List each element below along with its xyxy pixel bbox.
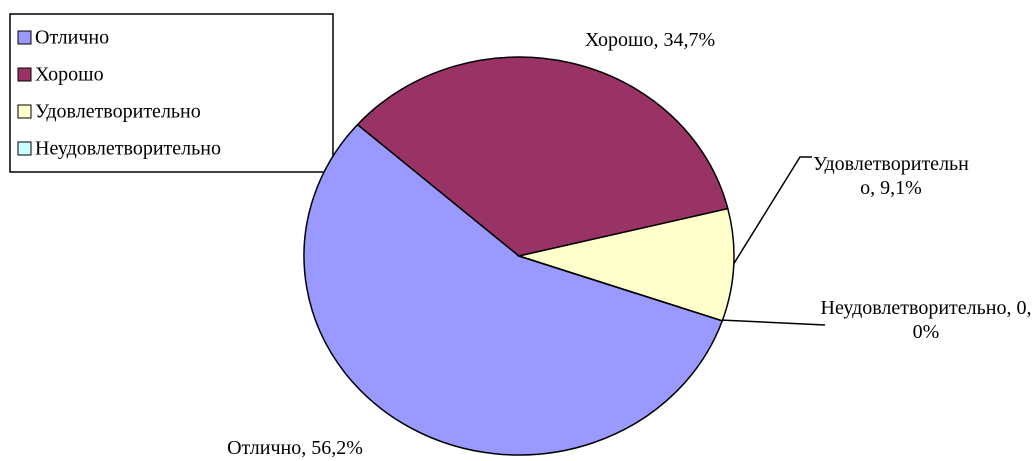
data-label: Хорошо, 34,7% — [584, 29, 716, 51]
leader-line — [719, 319, 826, 326]
pie-slice — [518, 255, 723, 322]
pie-slice — [516, 207, 735, 322]
legend-label: Отлично — [35, 27, 109, 49]
pie-slice — [356, 56, 729, 257]
legend-label: Хорошо — [35, 64, 104, 86]
data-label: Удовлетворительно, 9,1% — [813, 153, 969, 199]
legend-label: Неудовлетворительно — [35, 138, 221, 160]
legend-swatch — [17, 67, 32, 82]
legend-swatch — [17, 141, 32, 156]
legend-label: Удовлетворительно — [35, 101, 201, 123]
legend-swatch — [17, 30, 32, 45]
legend-swatch — [17, 104, 32, 119]
data-label: Неудовлетворительно, 0,0% — [820, 297, 1032, 343]
pie-slice — [303, 123, 724, 456]
data-label: Отлично, 56,2% — [227, 437, 363, 459]
leader-line — [732, 156, 812, 266]
legend-box — [9, 13, 334, 173]
